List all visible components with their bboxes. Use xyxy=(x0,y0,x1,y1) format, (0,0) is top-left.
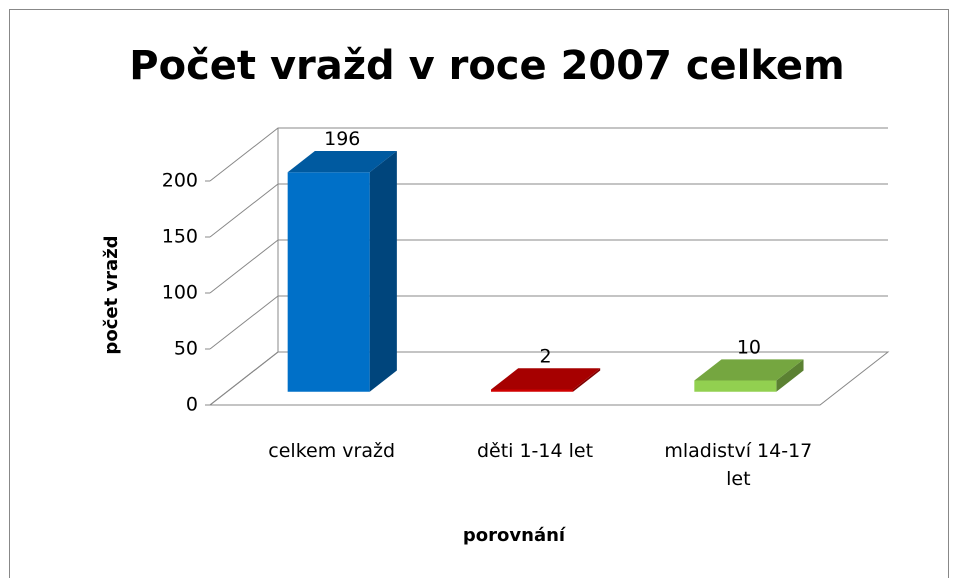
bar-top xyxy=(491,368,601,390)
chart-title: Počet vražd v roce 2007 celkem xyxy=(129,43,844,89)
value-label: 196 xyxy=(324,128,360,150)
bar-front xyxy=(491,389,573,392)
y-tick-label: 0 xyxy=(186,394,198,416)
bar-top xyxy=(287,151,397,173)
x-tick-label: děti 1-14 let xyxy=(476,440,594,462)
bar-top xyxy=(694,359,804,381)
bar-side xyxy=(369,151,397,392)
y-tick-label: 50 xyxy=(174,338,198,360)
y-axis-label: počet vražd xyxy=(101,235,122,354)
bar-side xyxy=(573,368,601,392)
y-tick-label: 100 xyxy=(162,282,198,304)
bar-front xyxy=(694,380,777,392)
bar-side xyxy=(776,359,804,392)
bar-front xyxy=(287,172,370,392)
y-tick-label: 200 xyxy=(162,170,198,192)
x-axis-label: porovnání xyxy=(463,525,566,546)
chart-border xyxy=(9,9,949,578)
y-axis xyxy=(209,351,279,406)
x-tick-label: celkem vražd xyxy=(268,440,396,462)
x-tick-label: mladiství 14-17 let xyxy=(664,440,813,490)
y-tick-label: 150 xyxy=(162,226,198,248)
value-label: 2 xyxy=(540,345,552,367)
value-label: 10 xyxy=(737,336,761,358)
